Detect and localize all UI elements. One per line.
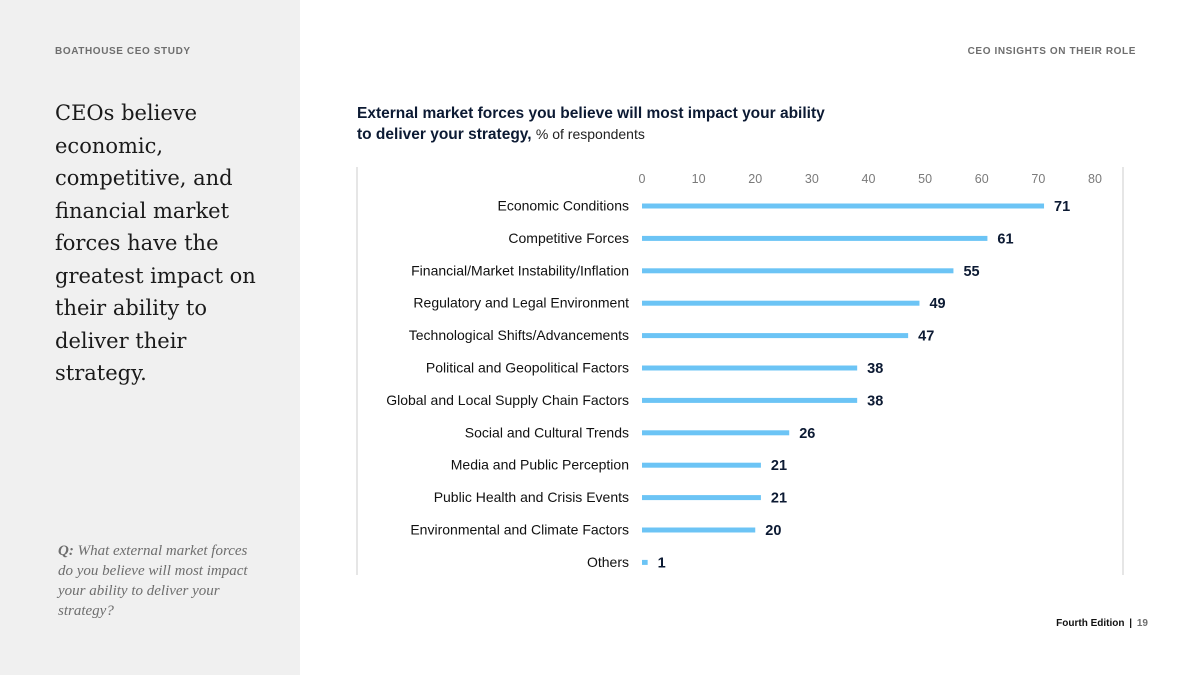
x-tick-label: 10 bbox=[692, 172, 706, 186]
value-label: 49 bbox=[929, 296, 945, 312]
category-label: Political and Geopolitical Factors bbox=[426, 360, 629, 376]
category-label: Regulatory and Legal Environment bbox=[413, 295, 629, 311]
footer-separator: | bbox=[1129, 618, 1133, 629]
bar bbox=[642, 559, 648, 565]
x-tick-label: 50 bbox=[918, 172, 932, 186]
value-label: 1 bbox=[658, 555, 666, 571]
category-label: Economic Conditions bbox=[497, 198, 629, 214]
page-number: 19 bbox=[1136, 618, 1148, 629]
bar bbox=[642, 235, 988, 241]
study-label: BOATHOUSE CEO STUDY bbox=[55, 46, 191, 57]
sidebar-headline: CEOs believe economic, competitive, and … bbox=[55, 101, 256, 385]
value-label: 71 bbox=[1054, 199, 1070, 215]
value-label: 38 bbox=[867, 361, 883, 377]
footer: Fourth Edition | 19 bbox=[1056, 618, 1148, 629]
category-label: Environmental and Climate Factors bbox=[410, 522, 629, 538]
value-label: 55 bbox=[963, 264, 979, 280]
value-label: 20 bbox=[765, 523, 781, 539]
x-tick-label: 30 bbox=[805, 172, 819, 186]
x-tick-label: 0 bbox=[639, 172, 646, 186]
sidebar-panel: BOATHOUSE CEO STUDY CEOs believe economi… bbox=[0, 0, 300, 675]
bar bbox=[642, 462, 761, 468]
x-tick-label: 40 bbox=[862, 172, 876, 186]
edition-label: Fourth Edition bbox=[1056, 618, 1125, 629]
category-label: Global and Local Supply Chain Factors bbox=[386, 392, 629, 408]
bar bbox=[642, 527, 756, 533]
bar bbox=[642, 495, 761, 501]
value-label: 21 bbox=[771, 491, 787, 507]
bar bbox=[642, 430, 790, 436]
chart-title: External market forces you believe will … bbox=[357, 104, 827, 145]
bar bbox=[642, 397, 858, 403]
value-label: 38 bbox=[867, 393, 883, 409]
question-lead: Q: bbox=[58, 543, 74, 559]
value-label: 26 bbox=[799, 426, 815, 442]
x-tick-label: 60 bbox=[975, 172, 989, 186]
value-label: 21 bbox=[771, 458, 787, 474]
chart-title-unit: % of respondents bbox=[535, 126, 645, 142]
bar bbox=[642, 203, 1045, 209]
category-label: Technological Shifts/Advancements bbox=[409, 327, 629, 343]
category-label: Competitive Forces bbox=[508, 230, 629, 246]
section-label: CEO INSIGHTS ON THEIR ROLE bbox=[967, 46, 1136, 57]
category-label: Others bbox=[587, 554, 629, 570]
question-text: What external market forces do you belie… bbox=[58, 543, 248, 619]
category-label: Social and Cultural Trends bbox=[465, 424, 629, 440]
bar bbox=[642, 268, 954, 274]
chart-title-main: External market forces you believe will … bbox=[357, 105, 825, 143]
x-tick-label: 70 bbox=[1031, 172, 1045, 186]
survey-question: Q: What external market forces do you be… bbox=[58, 541, 258, 621]
value-label: 61 bbox=[997, 231, 1013, 247]
category-label: Financial/Market Instability/Inflation bbox=[411, 262, 629, 278]
bar bbox=[642, 365, 858, 371]
category-label: Media and Public Perception bbox=[451, 457, 629, 473]
value-label: 47 bbox=[918, 329, 934, 345]
category-label: Public Health and Crisis Events bbox=[434, 489, 629, 505]
x-tick-label: 80 bbox=[1088, 172, 1102, 186]
bar bbox=[642, 333, 909, 339]
x-tick-label: 20 bbox=[748, 172, 762, 186]
bar bbox=[642, 300, 920, 306]
